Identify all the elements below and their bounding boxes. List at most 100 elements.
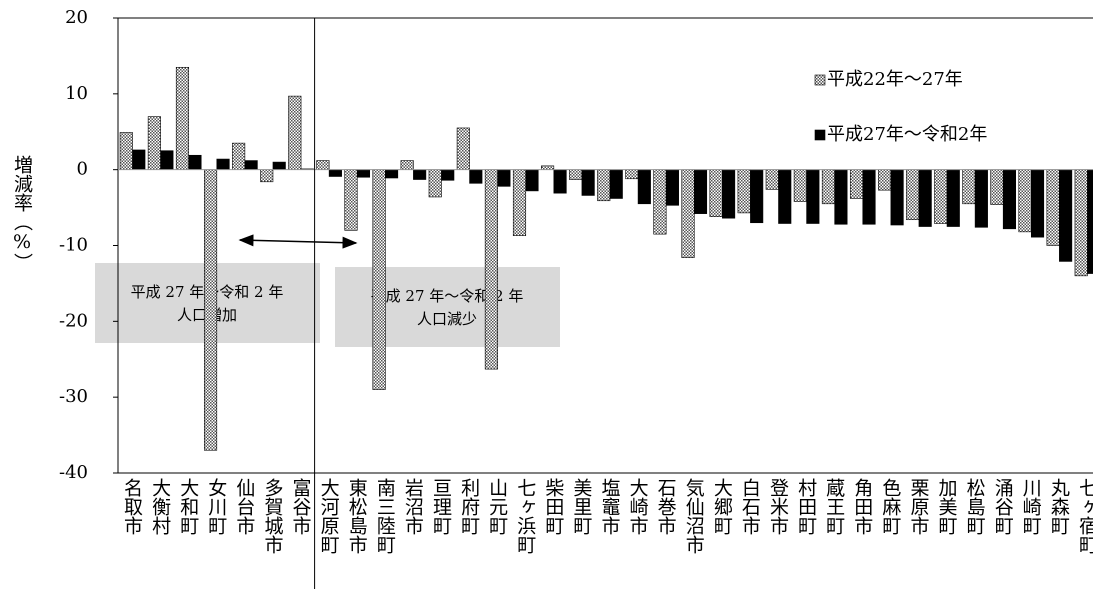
x-tick-label: 山元町 [486,478,508,535]
bar [569,169,583,180]
y-tick-label: -10 [59,235,88,256]
legend-label: 平成22年～27年 [827,69,963,90]
bar [484,169,498,370]
x-tick-label: 七ヶ浜町 [514,478,536,554]
y-tick-label: 0 [77,159,88,180]
bar [778,169,792,224]
x-tick-label: 大衡村 [149,478,171,535]
x-tick-label: 加美町 [936,478,958,535]
x-tick-label: 川崎町 [1020,478,1042,535]
bar [428,169,442,198]
x-tick-label: 登米市 [767,478,789,535]
bar [750,169,764,224]
bar [553,169,567,194]
legend-swatch [814,129,826,141]
bar [793,169,807,202]
bar [581,169,595,196]
bar [946,169,960,227]
bar [541,165,555,170]
bar [609,169,623,199]
x-tick-label: 大郷町 [711,478,733,535]
bar [328,169,342,177]
bar [625,169,639,180]
bar [834,169,848,225]
bar [356,169,371,178]
bar [400,160,414,170]
arrow [238,234,358,249]
bar [737,169,751,214]
x-tick-label: 栗原市 [907,478,929,535]
bar [204,169,218,451]
y-tick-label: -40 [59,462,88,483]
x-tick-label: 白石市 [739,478,761,535]
bar [862,169,876,225]
bar [821,169,835,205]
x-tick-label: 色麻町 [879,478,901,535]
y-tick-label: 10 [65,83,88,104]
x-tick-label: 富谷市 [290,478,312,535]
annotation-box [335,267,560,347]
bar [1087,169,1093,274]
x-tick-label: 柴田町 [542,478,564,535]
x-tick-label: 涌谷町 [992,478,1014,535]
bar [232,142,246,170]
bar [878,169,892,191]
y-tick-label: -30 [59,386,88,407]
x-tick-label: 蔵王町 [823,478,845,535]
bar [497,169,511,187]
legend-label: 平成27年～令和2年 [827,124,987,145]
bar [806,169,820,224]
bar [1018,169,1032,233]
annotation: 平成 27 年～令和 2 年 [371,287,524,305]
bar [512,169,527,236]
bar [918,169,932,227]
bar [272,161,286,170]
x-tick-label: 気仙沼市 [683,478,705,554]
bar [188,154,202,170]
bar [974,169,988,228]
y-tick-label: 20 [65,7,88,28]
bar [132,149,146,170]
x-tick-label: 岩沼市 [402,478,424,535]
x-tick-label: 七ヶ宿町 [1076,478,1093,554]
bar [175,66,190,170]
bar [160,150,174,170]
bar [709,169,723,217]
bar [119,132,133,170]
x-tick-label: 南三陸町 [374,478,396,554]
x-tick-label: 塩竈市 [599,478,621,535]
x-tick-label: 大河原町 [318,478,340,554]
bar [637,169,651,205]
bar [216,158,230,170]
bar [934,169,948,224]
bar [316,160,330,170]
x-tick-label: 多賀城市 [261,478,283,554]
bar [1059,169,1073,262]
legend-swatch [814,74,826,86]
bar [525,169,539,192]
x-tick-label: 大崎市 [627,478,649,535]
bar [906,169,920,221]
bar [693,169,708,214]
x-tick-label: 村田町 [795,478,817,535]
x-tick-label: 利府町 [458,478,480,535]
bar [260,169,274,183]
bar [890,169,904,226]
x-tick-label: 角田市 [851,478,873,535]
bar [681,169,695,258]
bar [962,169,976,205]
x-tick-label: 美里町 [570,478,592,535]
x-tick-label: 石巻市 [655,478,677,535]
bar [1074,169,1088,277]
bar [665,169,679,206]
bar [765,169,779,190]
x-tick-label: 丸森町 [1048,478,1070,535]
x-tick-label: 東松島市 [346,478,368,554]
bar [244,160,258,170]
bar [147,116,161,170]
y-tick-label: -20 [59,310,88,331]
bar [456,127,470,170]
x-tick-label: 亘理町 [430,478,452,535]
bar [849,169,864,199]
